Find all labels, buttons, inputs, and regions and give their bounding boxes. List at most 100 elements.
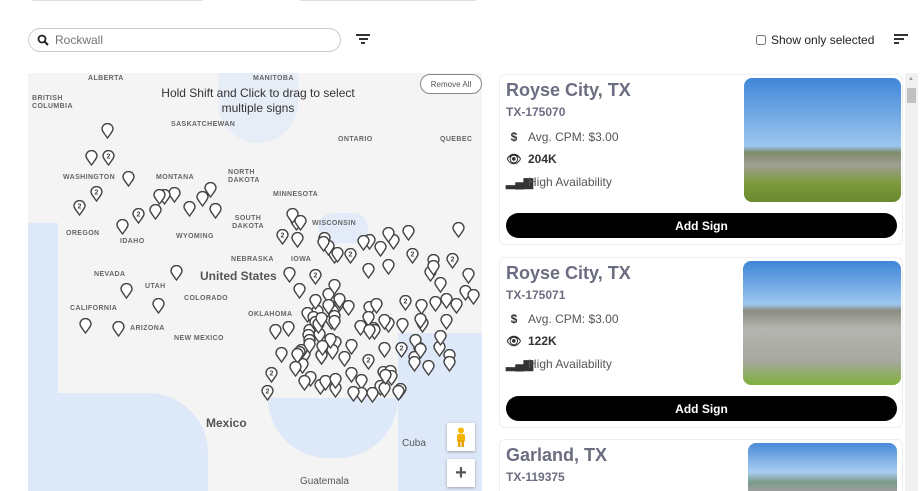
map-pin-icon[interactable] (392, 384, 405, 401)
map-pin-icon[interactable] (408, 356, 421, 373)
map-pin-icon[interactable] (379, 369, 392, 386)
map-pin-icon[interactable] (415, 299, 428, 316)
map-pin-icon[interactable] (357, 234, 371, 251)
zoom-in-button[interactable]: + (447, 459, 475, 487)
map-pin-icon[interactable] (409, 333, 423, 350)
street-view-pegman-icon[interactable] (447, 423, 475, 451)
sign-photo[interactable] (748, 443, 897, 491)
map-pin-icon[interactable] (462, 267, 475, 284)
map-pin-icon[interactable] (322, 298, 336, 316)
map-pin-icon[interactable] (366, 387, 380, 404)
map-pin-icon[interactable] (422, 359, 436, 376)
map-pin-icon[interactable] (309, 293, 323, 311)
search-input[interactable] (55, 33, 315, 47)
map-pin-icon[interactable] (208, 202, 222, 220)
map-pin-icon[interactable] (395, 317, 409, 335)
scrollbar-thumb[interactable] (907, 88, 916, 103)
map-pin-icon[interactable] (434, 276, 448, 293)
map-pin-icon[interactable]: 2 (446, 252, 459, 269)
map-pin-icon[interactable] (294, 214, 308, 232)
map-pin-icon[interactable] (290, 347, 304, 365)
remove-all-button[interactable]: Remove All (420, 74, 482, 94)
map-pin-icon[interactable] (315, 312, 328, 329)
map-pin-icon[interactable] (427, 260, 440, 277)
search-field[interactable] (28, 28, 341, 52)
map-pin-icon[interactable]: 2 (73, 200, 86, 217)
map-pin-icon[interactable] (153, 189, 166, 206)
add-sign-button[interactable]: Add Sign (506, 213, 897, 238)
map-pin-icon[interactable] (401, 224, 415, 242)
map-pin-icon[interactable] (328, 314, 341, 331)
map-pin-icon[interactable] (329, 373, 342, 390)
sign-photo[interactable] (744, 78, 901, 202)
sort-icon[interactable] (894, 34, 908, 46)
map-pin-icon[interactable] (101, 122, 114, 140)
map-pin-icon[interactable] (120, 283, 133, 300)
map-pin-icon[interactable] (361, 262, 375, 280)
map-pin-icon[interactable] (152, 297, 166, 314)
map-pin-icon[interactable] (362, 310, 376, 327)
top-tab-left[interactable] (30, 0, 205, 1)
map-pin-icon[interactable]: 2 (261, 384, 275, 402)
map-pin-icon[interactable] (149, 203, 162, 221)
map-pin-icon[interactable] (443, 355, 456, 372)
map-pin-icon[interactable] (374, 240, 387, 258)
map-pin-icon[interactable] (79, 317, 92, 334)
map-pin-icon[interactable] (355, 373, 368, 390)
map-pin-icon[interactable] (345, 366, 358, 384)
map-pin-icon[interactable] (291, 232, 305, 249)
map-pin-icon[interactable]: 2 (131, 207, 145, 224)
map-pin-icon[interactable]: 2 (344, 247, 357, 265)
map-pin-icon[interactable] (342, 300, 356, 317)
add-sign-button[interactable]: Add Sign (506, 396, 897, 421)
map-pin-icon[interactable] (316, 340, 329, 357)
map-pin-icon[interactable]: 2 (361, 353, 375, 370)
map-pin-icon[interactable] (298, 374, 311, 392)
map-pin-icon[interactable] (170, 265, 184, 282)
map-pin-icon[interactable] (322, 287, 336, 304)
map-pin-icon[interactable] (283, 267, 296, 284)
map-pin-icon[interactable] (288, 361, 302, 378)
map-pin-icon[interactable] (382, 226, 395, 244)
map-pin-icon[interactable] (450, 298, 463, 315)
map-pin-icon[interactable] (428, 296, 442, 313)
map-pin-icon[interactable] (414, 342, 427, 360)
map[interactable]: ALBERTA MANITOBA BRITISH COLUMBIA SASKAT… (28, 73, 482, 491)
map-pin-icon[interactable] (328, 278, 342, 295)
map-pin-icon[interactable] (275, 346, 288, 363)
map-pin-icon[interactable] (381, 259, 395, 276)
top-tab-right[interactable] (298, 0, 478, 1)
map-pin-icon[interactable]: 2 (405, 247, 419, 264)
map-pin-icon[interactable] (414, 312, 427, 329)
map-pin-icon[interactable] (378, 313, 391, 330)
map-pin-icon[interactable] (116, 218, 129, 235)
map-pin-icon[interactable]: 2 (90, 185, 103, 203)
map-pin-icon[interactable] (196, 191, 210, 208)
scroll-up-arrow-icon[interactable]: ▲ (908, 76, 914, 82)
map-pin-icon[interactable] (363, 323, 376, 341)
sign-photo[interactable] (743, 261, 901, 385)
map-pin-icon[interactable] (345, 338, 358, 356)
map-pin-icon[interactable]: 2 (101, 149, 115, 166)
map-pin-icon[interactable] (378, 342, 391, 359)
checkbox[interactable] (756, 35, 766, 45)
map-pin-icon[interactable] (440, 314, 453, 331)
list-scrollbar[interactable]: ▲ (905, 73, 918, 491)
map-pin-icon[interactable] (347, 386, 360, 403)
map-pin-icon[interactable] (440, 293, 453, 310)
map-pin-icon[interactable] (268, 323, 282, 341)
filter-icon[interactable] (356, 34, 370, 46)
map-pin-icon[interactable] (319, 375, 333, 392)
map-pin-icon[interactable] (333, 292, 347, 310)
map-pin-icon[interactable] (452, 222, 465, 239)
map-pin-icon[interactable]: 2 (308, 268, 322, 285)
map-pin-icon[interactable] (303, 337, 317, 354)
map-pin-icon[interactable] (122, 170, 135, 188)
map-pin-icon[interactable]: 2 (394, 342, 408, 359)
map-pin-icon[interactable] (369, 298, 383, 315)
map-pin-icon[interactable]: 2 (276, 229, 289, 246)
map-pin-icon[interactable] (168, 186, 181, 204)
map-pin-icon[interactable]: 2 (399, 295, 412, 312)
map-pin-icon[interactable] (293, 282, 306, 299)
map-pin-icon[interactable] (317, 235, 330, 253)
